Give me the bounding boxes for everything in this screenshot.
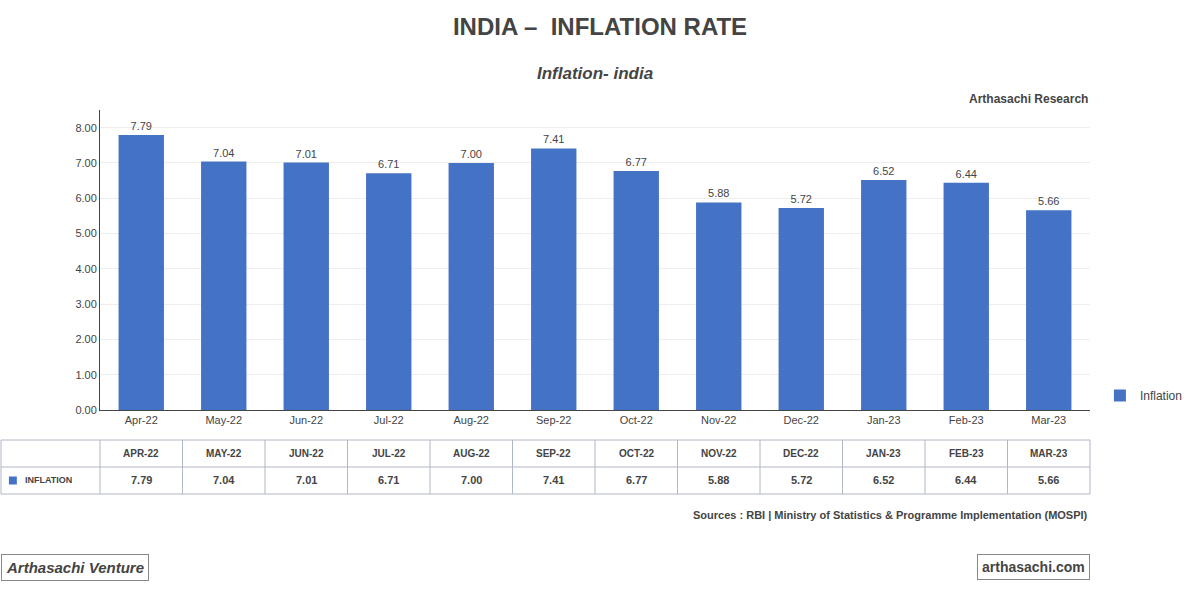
svg-text:8.00: 8.00 <box>75 122 96 134</box>
svg-text:5.88: 5.88 <box>708 187 729 199</box>
svg-text:Arthasachi Research: Arthasachi Research <box>969 92 1088 106</box>
svg-text:6.71: 6.71 <box>378 158 399 170</box>
svg-text:5.66: 5.66 <box>1038 195 1059 207</box>
svg-text:APR-22: APR-22 <box>123 448 159 459</box>
svg-text:7.01: 7.01 <box>296 148 317 160</box>
svg-text:5.88: 5.88 <box>708 474 729 486</box>
svg-text:2.00: 2.00 <box>75 333 96 345</box>
svg-text:Inflation: Inflation <box>1140 389 1182 403</box>
svg-text:5.72: 5.72 <box>791 193 812 205</box>
svg-text:7.79: 7.79 <box>131 474 152 486</box>
svg-text:5.66: 5.66 <box>1038 474 1059 486</box>
svg-text:MAY-22: MAY-22 <box>206 448 242 459</box>
svg-text:AUG-22: AUG-22 <box>453 448 490 459</box>
svg-text:6.77: 6.77 <box>626 156 647 168</box>
svg-text:NOV-22: NOV-22 <box>701 448 737 459</box>
svg-text:DEC-22: DEC-22 <box>783 448 819 459</box>
svg-text:6.44: 6.44 <box>955 474 977 486</box>
svg-text:5.00: 5.00 <box>75 227 96 239</box>
svg-text:Oct-22: Oct-22 <box>620 414 653 426</box>
svg-text:SEP-22: SEP-22 <box>536 448 571 459</box>
svg-text:6.77: 6.77 <box>626 474 647 486</box>
svg-text:Dec-22: Dec-22 <box>784 414 819 426</box>
svg-text:May-22: May-22 <box>205 414 242 426</box>
svg-text:6.52: 6.52 <box>873 474 894 486</box>
svg-text:Jul-22: Jul-22 <box>374 414 404 426</box>
svg-text:Apr-22: Apr-22 <box>125 414 158 426</box>
svg-text:1.00: 1.00 <box>75 369 96 381</box>
svg-text:Feb-23: Feb-23 <box>949 414 984 426</box>
svg-text:7.41: 7.41 <box>543 133 564 145</box>
svg-text:INFLATION: INFLATION <box>25 475 72 485</box>
svg-text:OCT-22: OCT-22 <box>619 448 654 459</box>
svg-text:Sources : RBI | Ministry of St: Sources : RBI | Ministry of Statistics &… <box>693 509 1088 521</box>
svg-text:JUN-22: JUN-22 <box>289 448 324 459</box>
svg-text:6.52: 6.52 <box>873 165 894 177</box>
svg-text:7.00: 7.00 <box>75 157 96 169</box>
svg-text:Jun-22: Jun-22 <box>289 414 323 426</box>
svg-text:Nov-22: Nov-22 <box>701 414 736 426</box>
svg-text:MAR-23: MAR-23 <box>1030 448 1068 459</box>
svg-text:7.00: 7.00 <box>461 148 482 160</box>
svg-text:6.00: 6.00 <box>75 192 96 204</box>
svg-text:Jan-23: Jan-23 <box>867 414 901 426</box>
svg-text:FEB-23: FEB-23 <box>949 448 984 459</box>
svg-text:7.00: 7.00 <box>461 474 482 486</box>
svg-text:Mar-23: Mar-23 <box>1031 414 1066 426</box>
svg-text:6.71: 6.71 <box>378 474 399 486</box>
svg-text:7.79: 7.79 <box>131 120 152 132</box>
svg-text:Sep-22: Sep-22 <box>536 414 571 426</box>
svg-text:JUL-22: JUL-22 <box>372 448 406 459</box>
svg-text:INDIA – INFLATION RATE: INDIA – INFLATION RATE <box>453 13 747 40</box>
svg-text:Inflation- india: Inflation- india <box>537 64 653 83</box>
svg-text:Arthasachi Venture: Arthasachi Venture <box>6 559 144 576</box>
svg-text:3.00: 3.00 <box>75 298 96 310</box>
svg-text:arthasachi.com: arthasachi.com <box>982 559 1085 575</box>
svg-text:7.04: 7.04 <box>213 147 234 159</box>
svg-text:7.04: 7.04 <box>213 474 235 486</box>
svg-text:JAN-23: JAN-23 <box>866 448 901 459</box>
svg-text:7.01: 7.01 <box>296 474 317 486</box>
svg-text:7.41: 7.41 <box>543 474 564 486</box>
svg-text:0.00: 0.00 <box>75 404 96 416</box>
svg-text:Aug-22: Aug-22 <box>454 414 489 426</box>
svg-text:5.72: 5.72 <box>791 474 812 486</box>
svg-text:6.44: 6.44 <box>956 168 977 180</box>
svg-text:4.00: 4.00 <box>75 263 96 275</box>
